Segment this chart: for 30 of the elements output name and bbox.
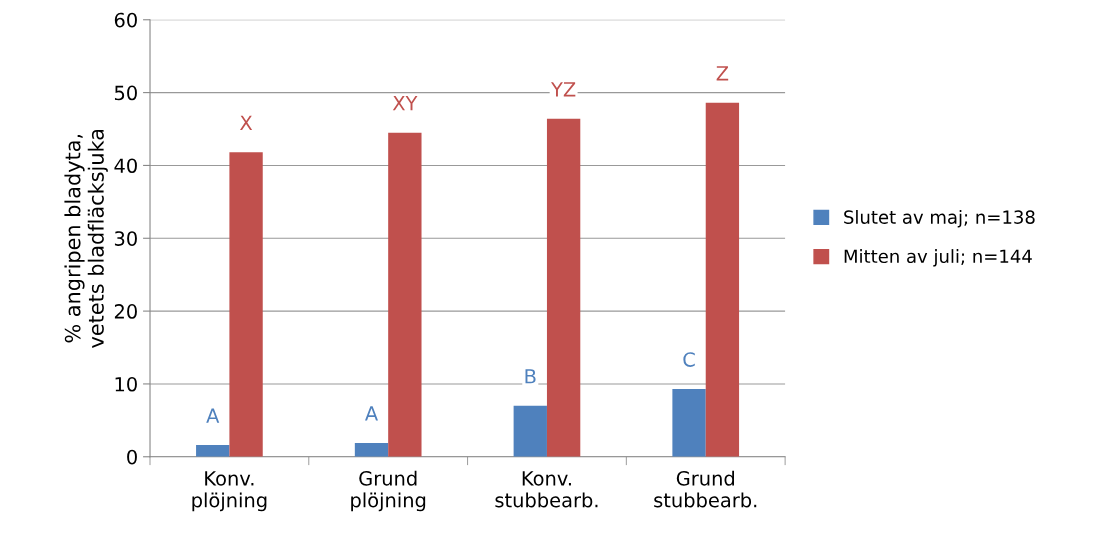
x-tick-label: Grund stubbearb. bbox=[654, 470, 757, 508]
y-tick-label: 10 bbox=[115, 376, 137, 392]
bar bbox=[705, 102, 740, 457]
y-tick-label: 30 bbox=[114, 231, 137, 246]
annotation: A bbox=[206, 408, 220, 423]
y-tick-label: 40 bbox=[114, 158, 137, 174]
annotation: YZ bbox=[550, 82, 576, 97]
y-tick-label: 50 bbox=[114, 85, 137, 101]
x-tick-label: Konv. plöjning bbox=[192, 471, 267, 512]
bar bbox=[513, 405, 547, 457]
bar bbox=[388, 132, 422, 457]
legend-label: Slutet av maj; n=138 bbox=[844, 209, 1035, 228]
y-axis-title: % angripen bladyta, vetets bladfläcksjuka bbox=[64, 129, 108, 348]
y-tick-label: 20 bbox=[114, 304, 137, 319]
annotation: Z bbox=[716, 66, 729, 81]
annotation: XY bbox=[392, 96, 418, 111]
annotation: A bbox=[365, 406, 378, 421]
bar bbox=[672, 389, 706, 457]
annotation: C bbox=[683, 352, 695, 367]
bar bbox=[196, 445, 230, 457]
annotation: X bbox=[239, 115, 253, 130]
annotation: B bbox=[525, 369, 536, 384]
bar bbox=[354, 442, 389, 457]
x-tick-label: Konv. stubbearb. bbox=[495, 471, 598, 508]
y-tick-label: 0 bbox=[127, 449, 137, 465]
bar bbox=[546, 118, 581, 457]
legend-label: Mitten av juli; n=144 bbox=[844, 249, 1032, 267]
y-tick-label: 60 bbox=[114, 12, 137, 28]
x-tick-label: Grund plöjning bbox=[351, 470, 426, 512]
bar bbox=[229, 152, 263, 457]
